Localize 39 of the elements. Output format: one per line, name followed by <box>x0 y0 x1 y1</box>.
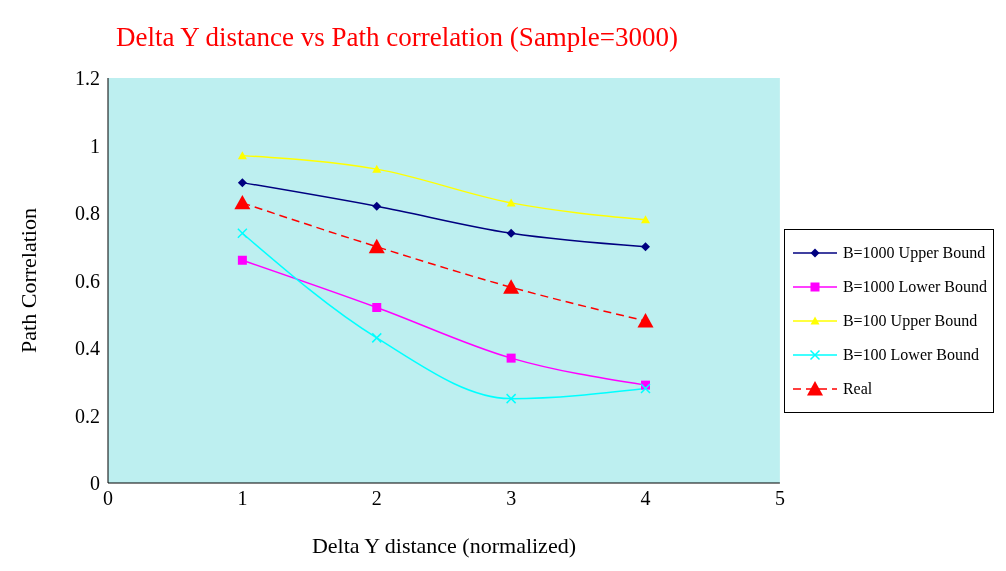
point <box>640 383 651 394</box>
point <box>505 393 517 404</box>
point <box>237 228 248 239</box>
point <box>234 194 251 210</box>
point <box>506 198 516 207</box>
point <box>372 303 382 312</box>
point <box>237 178 247 188</box>
point <box>368 238 385 254</box>
y-axis-title: Path Correlation <box>15 208 41 353</box>
point <box>641 242 650 252</box>
x-tick-label: 5 <box>774 487 785 510</box>
point <box>506 228 516 238</box>
y-tick-label: 0.6 <box>75 269 100 292</box>
point <box>506 353 516 363</box>
y-tick-label: 0.2 <box>75 404 100 427</box>
legend-label: B=1000 Lower Bound <box>842 277 987 296</box>
y-tick-label: 0 <box>90 472 100 495</box>
x-tick-label: 3 <box>506 487 517 510</box>
x-axis-title: Delta Y distance (normalized) <box>311 533 576 558</box>
legend-label: B=100 Lower Bound <box>842 345 979 364</box>
point <box>503 279 520 294</box>
legend-label: B=1000 Upper Bound <box>842 243 986 262</box>
legend-label: Real <box>842 379 873 398</box>
point <box>641 215 650 224</box>
x-tick-label: 4 <box>640 487 651 510</box>
y-tick-label: 0.4 <box>75 337 100 360</box>
y-tick-label: 0.8 <box>75 202 100 225</box>
point <box>237 255 247 265</box>
y-tick-label: 1 <box>90 134 100 157</box>
x-tick-label: 1 <box>237 487 248 510</box>
y-tick-label: 1.2 <box>75 67 100 90</box>
point <box>637 313 654 328</box>
chart-title: Delta Y distance vs Path correlation (Sample=3000) <box>115 21 680 54</box>
point <box>372 164 382 173</box>
x-tick-label: 2 <box>371 487 382 510</box>
legend-label: B=100 Upper Bound <box>842 311 978 330</box>
point <box>237 151 247 160</box>
point <box>371 332 382 344</box>
point <box>372 201 382 211</box>
